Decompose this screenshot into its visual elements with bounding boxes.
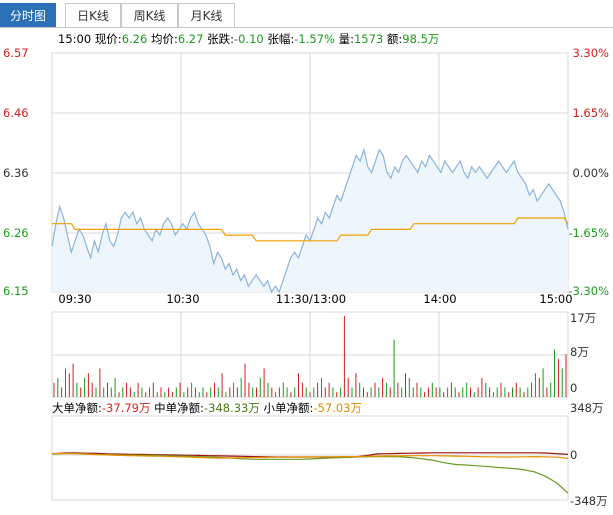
price-axis-tick: 6.57	[3, 46, 29, 60]
pct-label: 张幅:	[267, 32, 295, 46]
quote-time: 15:00	[58, 32, 92, 46]
tabs-divider	[0, 27, 613, 28]
time-axis-tick: 10:30	[166, 292, 199, 306]
price-axis-tick: 6.36	[3, 166, 29, 180]
pct-axis-tick: 3.30%	[572, 46, 609, 60]
volume-label: 量:	[338, 32, 354, 46]
flow-line-small	[51, 452, 569, 459]
flow-axis-tick: -348万	[570, 494, 608, 508]
time-axis-tick: 09:30	[58, 292, 91, 306]
volume-value: 1573	[353, 32, 384, 46]
medium-flow-label: 中单净额:	[154, 401, 204, 415]
large-flow-label: 大单净额:	[52, 401, 102, 415]
price-label: 现价:	[94, 32, 122, 46]
flow-line-medium	[51, 452, 569, 494]
average-price-line	[52, 217, 569, 242]
medium-flow-value: -348.33万	[203, 401, 260, 415]
change-value: -0.10	[233, 32, 264, 46]
volume-axis-tick: 17万	[570, 311, 596, 325]
time-axis-tick: 14:00	[423, 292, 456, 306]
price-value: 6.26	[121, 32, 148, 46]
small-flow-label: 小单净额:	[263, 401, 314, 415]
avg-value: 6.27	[177, 32, 204, 46]
tab-intraday[interactable]: 分时图	[0, 3, 56, 27]
volume-axis-tick: 0	[570, 381, 577, 395]
pct-axis-tick: -1.65%	[568, 226, 609, 240]
pct-axis-tick: 0.00%	[572, 166, 609, 180]
amount-value: 98.5万	[402, 32, 440, 46]
chart-tabs: 分时图 日K线 周K线 月K线	[0, 0, 613, 27]
avg-label: 均价:	[150, 32, 178, 46]
change-label: 张跌:	[207, 32, 234, 46]
tab-weekly-kline[interactable]: 周K线	[121, 3, 178, 27]
tab-monthly-kline[interactable]: 月K线	[178, 3, 235, 27]
flow-axis-tick: 348万	[570, 401, 603, 415]
pct-value: -1.57%	[294, 32, 335, 46]
amount-label: 额:	[386, 32, 403, 46]
time-axis-tick: 15:00	[539, 292, 572, 306]
small-flow-value: -57.03万	[313, 401, 362, 415]
pct-axis-tick: 1.65%	[572, 106, 609, 120]
quote-info-bar: 15:00 现价:6.26 均价:6.27 张跌:-0.10 张幅:-1.57%…	[58, 31, 439, 47]
price-axis-tick: 6.46	[3, 106, 29, 120]
flow-axis-tick: 0	[570, 448, 577, 462]
intraday-chart: 6.57 6.46 6.36 6.26 6.15 3.30% 1.65% 0.00% -1.65…	[3, 46, 609, 508]
price-area-fill	[52, 149, 568, 292]
large-flow-value: -37.79万	[101, 401, 151, 415]
time-axis-tick: 11:30/13:00	[276, 292, 346, 306]
volume-axis-tick: 8万	[570, 345, 589, 359]
price-axis-tick: 6.15	[3, 284, 29, 298]
flow-panel-frame	[51, 415, 569, 501]
pct-axis-tick: -3.30%	[568, 284, 609, 298]
fund-flow-legend: 大单净额:-37.79万 中单净额:-348.33万 小单净额:-57.03万	[52, 400, 362, 416]
price-axis-tick: 6.26	[3, 226, 29, 240]
tab-daily-kline[interactable]: 日K线	[65, 3, 121, 27]
